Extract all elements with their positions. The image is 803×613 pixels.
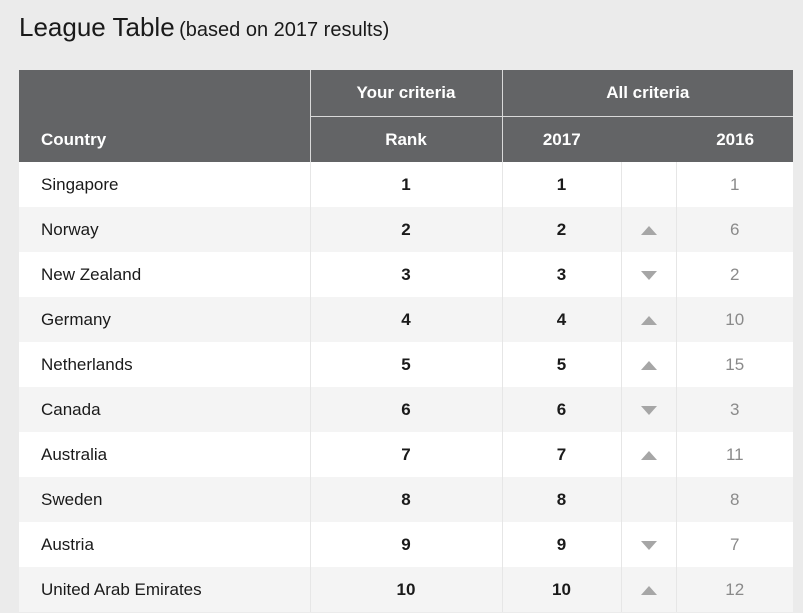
rank-cell: 1 <box>309 162 502 207</box>
rank-2016-cell: 8 <box>675 477 794 522</box>
rank-cell: 9 <box>309 522 502 567</box>
triangle-up-icon <box>640 315 657 325</box>
table-row[interactable]: Australia 7 7 11 <box>19 432 794 477</box>
triangle-down-icon <box>640 540 657 550</box>
column-header-2017[interactable]: 2017 <box>501 116 621 162</box>
rank-2017-cell: 2 <box>501 207 621 252</box>
rank-2016-cell: 11 <box>675 432 794 477</box>
table-row[interactable]: Canada 6 6 3 <box>19 387 794 432</box>
rank-cell: 3 <box>309 252 502 297</box>
country-cell: Canada <box>19 387 310 432</box>
table-row[interactable]: Singapore 1 1 1 <box>19 162 794 207</box>
triangle-up-icon <box>640 450 657 460</box>
country-cell: Sweden <box>19 477 310 522</box>
triangle-up-icon <box>640 360 657 370</box>
rank-2016-cell: 15 <box>675 342 794 387</box>
rank-2017-cell: 10 <box>501 567 621 612</box>
trend-cell <box>620 522 676 567</box>
trend-cell <box>620 387 676 432</box>
league-table-header: Country Your criteria All criteria Rank … <box>19 70 794 162</box>
country-cell: Singapore <box>19 162 310 207</box>
trend-cell <box>620 477 676 522</box>
trend-cell <box>620 252 676 297</box>
rank-cell: 2 <box>309 207 502 252</box>
triangle-down-icon <box>640 270 657 280</box>
column-header-country[interactable]: Country <box>19 70 310 162</box>
league-table-body: Singapore 1 1 1 Norway 2 2 6 New Zealand 3 3 2 Germa… <box>19 162 794 612</box>
triangle-up-icon <box>640 225 657 235</box>
country-cell: Australia <box>19 432 310 477</box>
trend-cell <box>620 162 676 207</box>
table-row[interactable]: United Arab Emirates 10 10 12 <box>19 567 794 612</box>
table-row[interactable]: New Zealand 3 3 2 <box>19 252 794 297</box>
rank-cell: 6 <box>309 387 502 432</box>
rank-2016-cell: 10 <box>675 297 794 342</box>
group-header-your-criteria: Your criteria <box>309 70 502 117</box>
country-cell: Netherlands <box>19 342 310 387</box>
rank-cell: 8 <box>309 477 502 522</box>
table-row[interactable]: Norway 2 2 6 <box>19 207 794 252</box>
rank-2016-cell: 7 <box>675 522 794 567</box>
triangle-up-icon <box>640 585 657 595</box>
trend-cell <box>620 342 676 387</box>
table-row[interactable]: Germany 4 4 10 <box>19 297 794 342</box>
table-row[interactable]: Austria 9 9 7 <box>19 522 794 567</box>
rank-2017-cell: 6 <box>501 387 621 432</box>
rank-2017-cell: 3 <box>501 252 621 297</box>
rank-2016-cell: 2 <box>675 252 794 297</box>
table-row[interactable]: Netherlands 5 5 15 <box>19 342 794 387</box>
page-title-main: League Table <box>19 12 175 42</box>
trend-cell <box>620 432 676 477</box>
page-title: League Table (based on 2017 results) <box>19 12 389 43</box>
rank-cell: 7 <box>309 432 502 477</box>
league-table: Country Your criteria All criteria Rank … <box>19 70 794 612</box>
country-cell: United Arab Emirates <box>19 567 310 612</box>
column-header-2016[interactable]: 2016 <box>621 116 794 162</box>
rank-2017-cell: 7 <box>501 432 621 477</box>
triangle-down-icon <box>640 405 657 415</box>
rank-cell: 10 <box>309 567 502 612</box>
country-cell: Norway <box>19 207 310 252</box>
table-row[interactable]: Sweden 8 8 8 <box>19 477 794 522</box>
column-header-rank[interactable]: Rank <box>309 116 502 162</box>
group-header-all-criteria: All criteria <box>501 70 794 117</box>
rank-2016-cell: 6 <box>675 207 794 252</box>
rank-2016-cell: 12 <box>675 567 794 612</box>
rank-2017-cell: 9 <box>501 522 621 567</box>
page-title-subtitle: (based on 2017 results) <box>179 19 390 41</box>
trend-cell <box>620 207 676 252</box>
rank-2017-cell: 8 <box>501 477 621 522</box>
rank-2016-cell: 1 <box>675 162 794 207</box>
trend-cell <box>620 567 676 612</box>
rank-cell: 4 <box>309 297 502 342</box>
trend-cell <box>620 297 676 342</box>
rank-cell: 5 <box>309 342 502 387</box>
rank-2016-cell: 3 <box>675 387 794 432</box>
country-cell: Germany <box>19 297 310 342</box>
rank-2017-cell: 1 <box>501 162 621 207</box>
rank-2017-cell: 4 <box>501 297 621 342</box>
country-cell: Austria <box>19 522 310 567</box>
country-cell: New Zealand <box>19 252 310 297</box>
rank-2017-cell: 5 <box>501 342 621 387</box>
